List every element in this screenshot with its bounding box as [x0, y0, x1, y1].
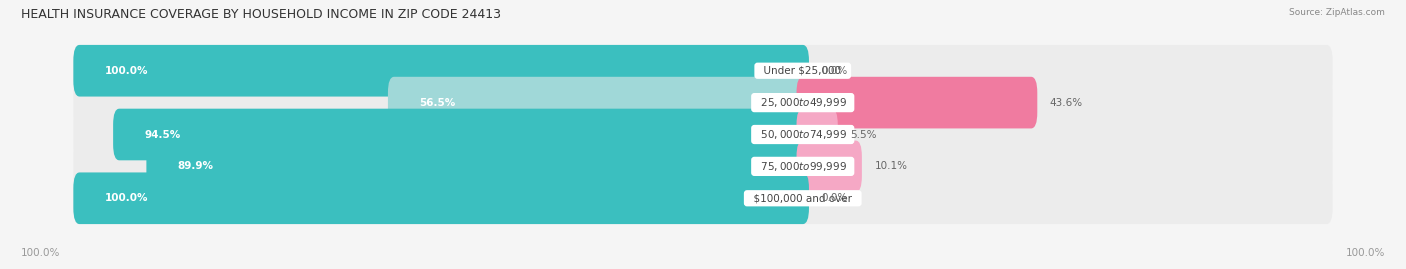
Text: 0.0%: 0.0%	[821, 193, 848, 203]
Text: 0.0%: 0.0%	[821, 66, 848, 76]
Text: $25,000 to $49,999: $25,000 to $49,999	[754, 96, 851, 109]
Text: 100.0%: 100.0%	[104, 66, 148, 76]
FancyBboxPatch shape	[73, 141, 1333, 192]
Text: 5.5%: 5.5%	[851, 129, 877, 140]
Text: Under $25,000: Under $25,000	[758, 66, 848, 76]
Text: 94.5%: 94.5%	[145, 129, 180, 140]
Text: 10.1%: 10.1%	[875, 161, 907, 171]
Text: 100.0%: 100.0%	[1346, 248, 1385, 258]
Text: Source: ZipAtlas.com: Source: ZipAtlas.com	[1289, 8, 1385, 17]
FancyBboxPatch shape	[146, 141, 808, 192]
FancyBboxPatch shape	[73, 77, 1333, 128]
Text: 100.0%: 100.0%	[21, 248, 60, 258]
FancyBboxPatch shape	[797, 77, 1038, 128]
FancyBboxPatch shape	[112, 109, 808, 160]
FancyBboxPatch shape	[797, 141, 862, 192]
FancyBboxPatch shape	[388, 77, 808, 128]
Text: $100,000 and over: $100,000 and over	[747, 193, 859, 203]
FancyBboxPatch shape	[797, 109, 838, 160]
FancyBboxPatch shape	[73, 109, 1333, 160]
FancyBboxPatch shape	[73, 172, 1333, 224]
Text: $75,000 to $99,999: $75,000 to $99,999	[754, 160, 851, 173]
Text: HEALTH INSURANCE COVERAGE BY HOUSEHOLD INCOME IN ZIP CODE 24413: HEALTH INSURANCE COVERAGE BY HOUSEHOLD I…	[21, 8, 501, 21]
Text: 100.0%: 100.0%	[104, 193, 148, 203]
Text: $50,000 to $74,999: $50,000 to $74,999	[754, 128, 851, 141]
Text: 43.6%: 43.6%	[1050, 98, 1083, 108]
FancyBboxPatch shape	[73, 172, 808, 224]
Text: 56.5%: 56.5%	[419, 98, 456, 108]
Text: 89.9%: 89.9%	[177, 161, 214, 171]
FancyBboxPatch shape	[73, 45, 808, 97]
FancyBboxPatch shape	[73, 45, 1333, 97]
